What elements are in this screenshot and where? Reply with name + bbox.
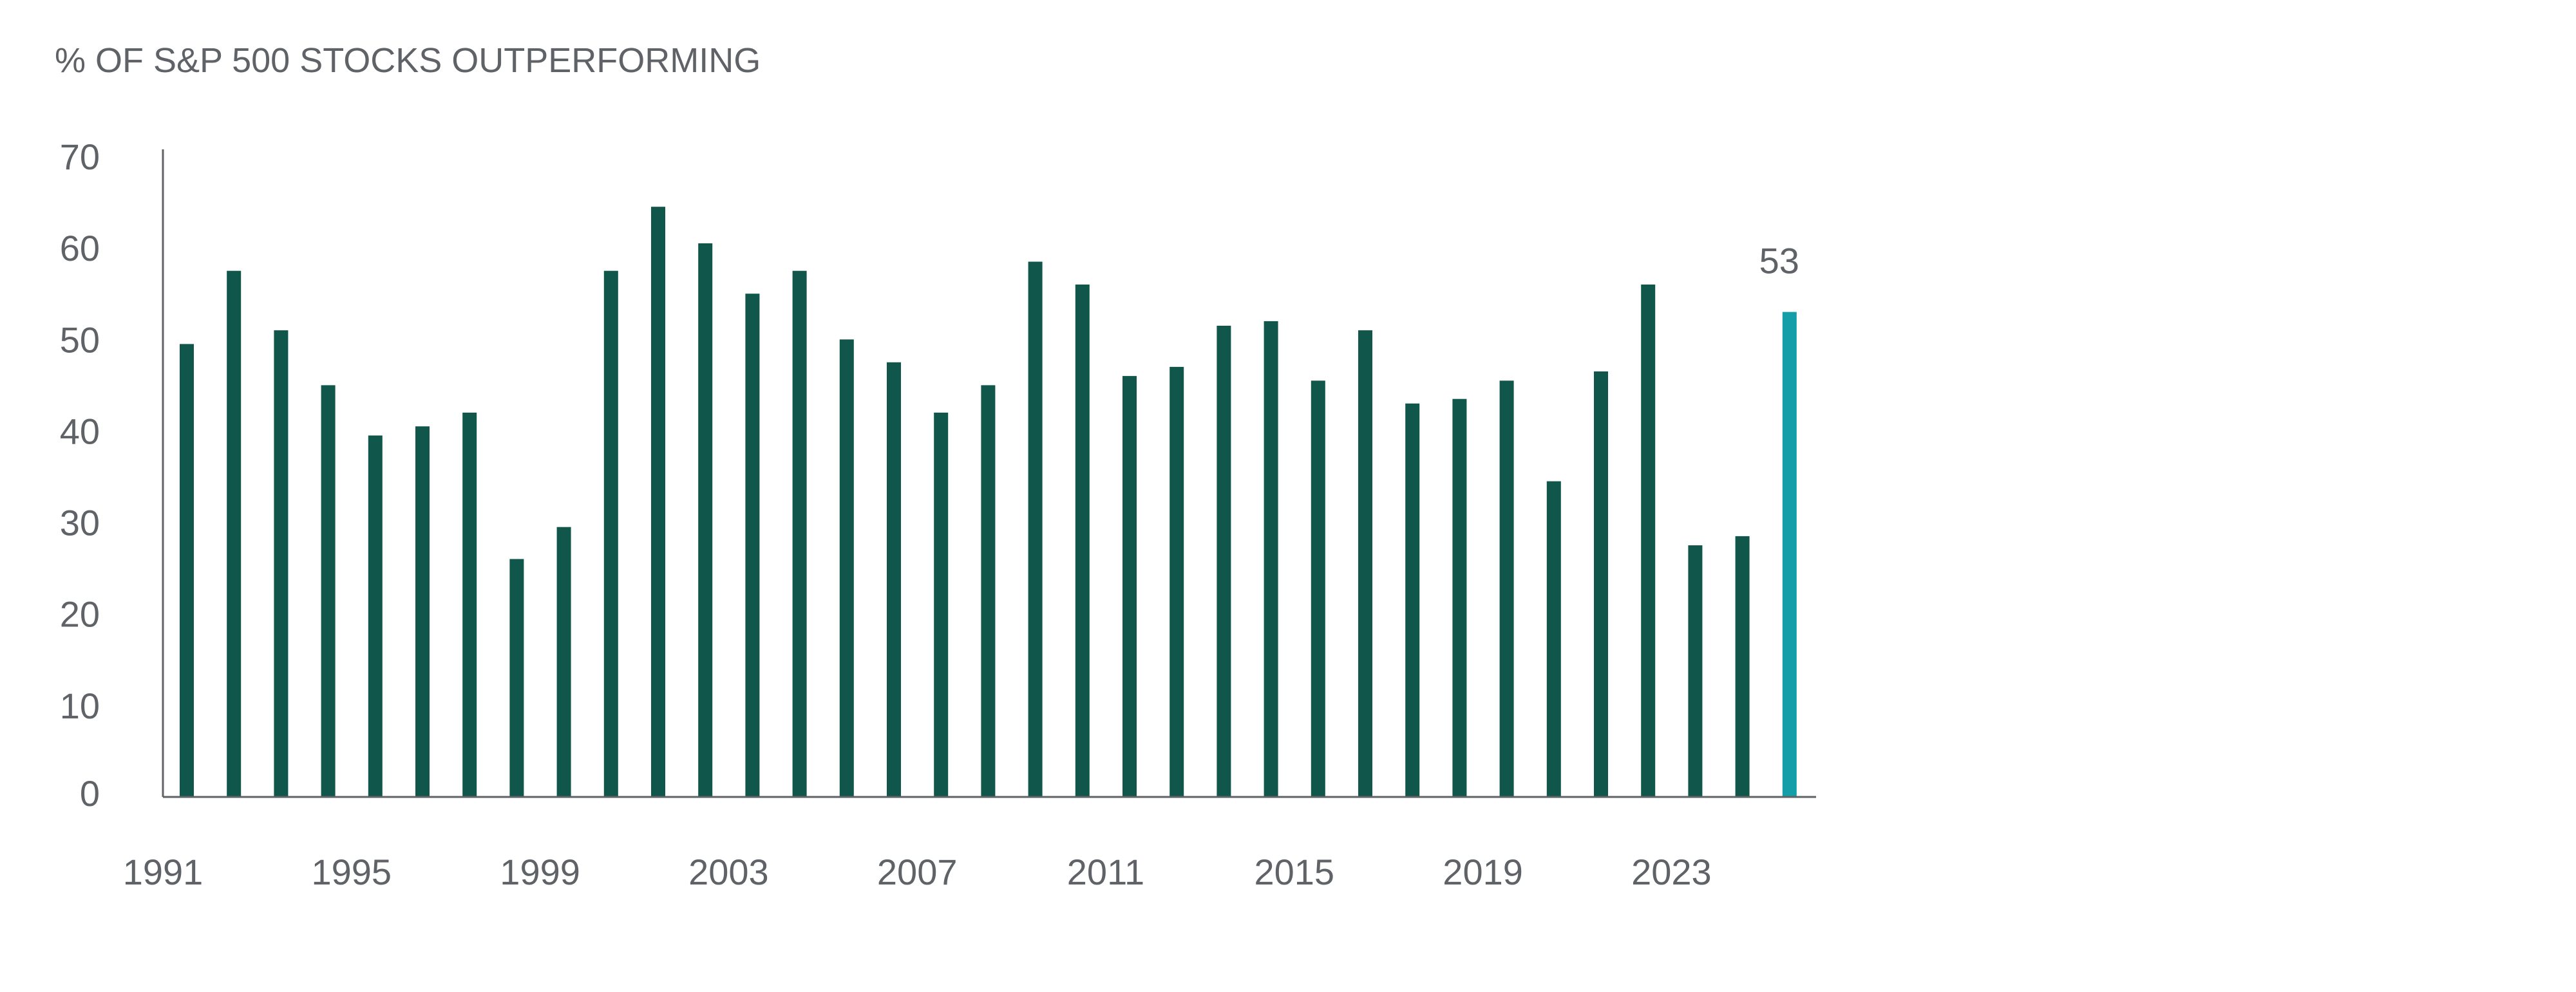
bar-2016 bbox=[1358, 330, 1372, 797]
bar-1991 bbox=[180, 344, 194, 797]
y-axis-ticks: 0 10 20 30 40 50 60 70 bbox=[60, 136, 100, 814]
y-tick-label: 40 bbox=[60, 411, 100, 451]
bar-2008 bbox=[981, 385, 996, 797]
bars bbox=[180, 207, 1797, 798]
bar-2005 bbox=[839, 339, 854, 797]
bar-1995 bbox=[368, 435, 383, 797]
x-tick-label: 2023 bbox=[1631, 852, 1712, 892]
bar-2009 bbox=[1028, 261, 1043, 797]
bar-2020 bbox=[1546, 481, 1561, 797]
bar-2010 bbox=[1075, 285, 1090, 797]
y-tick-label: 60 bbox=[60, 228, 100, 268]
bar-2006 bbox=[887, 362, 901, 797]
y-tick-label: 50 bbox=[60, 319, 100, 360]
y-tick-label: 10 bbox=[60, 686, 100, 726]
bar-1994 bbox=[321, 385, 336, 797]
chart-title: % OF S&P 500 STOCKS OUTPERFORMING bbox=[55, 41, 761, 80]
bar-2014 bbox=[1264, 321, 1278, 797]
bar-1997 bbox=[462, 413, 477, 797]
x-tick-label: 2015 bbox=[1255, 852, 1335, 892]
data-label-latest: 53 bbox=[1759, 241, 1799, 281]
y-tick-label: 20 bbox=[60, 594, 100, 635]
bar-2011 bbox=[1122, 376, 1137, 797]
bar-2018 bbox=[1452, 398, 1467, 797]
bar-2000 bbox=[603, 270, 618, 797]
x-axis-ticks: 1991 1995 1999 2003 2007 2011 2015 2019 2023 bbox=[123, 852, 1712, 892]
bar-2003 bbox=[745, 294, 760, 797]
y-tick-label: 0 bbox=[80, 773, 100, 814]
y-tick-label: 70 bbox=[60, 136, 100, 177]
bar-1996 bbox=[415, 426, 430, 797]
bar-1998 bbox=[509, 559, 524, 797]
bar-2021 bbox=[1594, 371, 1608, 797]
x-tick-label: 2007 bbox=[877, 852, 958, 892]
bar-2007 bbox=[934, 413, 949, 797]
bar-1993 bbox=[274, 330, 289, 797]
y-tick-label: 30 bbox=[60, 503, 100, 543]
x-tick-label: 2011 bbox=[1067, 852, 1144, 892]
bar-2024 bbox=[1735, 536, 1750, 797]
bar-1999 bbox=[556, 527, 571, 797]
bar-2023 bbox=[1688, 545, 1703, 797]
bar-2001 bbox=[651, 207, 665, 797]
x-tick-label: 1991 bbox=[123, 852, 204, 892]
bar-2017 bbox=[1405, 403, 1420, 797]
bar-2015 bbox=[1311, 380, 1325, 798]
bar-2002 bbox=[698, 243, 713, 797]
x-tick-label: 1999 bbox=[500, 852, 580, 892]
bar-2022 bbox=[1641, 285, 1656, 797]
bar-1992 bbox=[227, 270, 242, 797]
x-tick-label: 1995 bbox=[312, 852, 392, 892]
bar-2004 bbox=[792, 270, 807, 797]
bar-2013 bbox=[1217, 326, 1231, 797]
bar-2012 bbox=[1170, 366, 1184, 797]
bar-2025 bbox=[1782, 312, 1797, 798]
bar-2019 bbox=[1499, 380, 1514, 798]
x-tick-label: 2019 bbox=[1443, 852, 1523, 892]
x-tick-label: 2003 bbox=[688, 852, 769, 892]
